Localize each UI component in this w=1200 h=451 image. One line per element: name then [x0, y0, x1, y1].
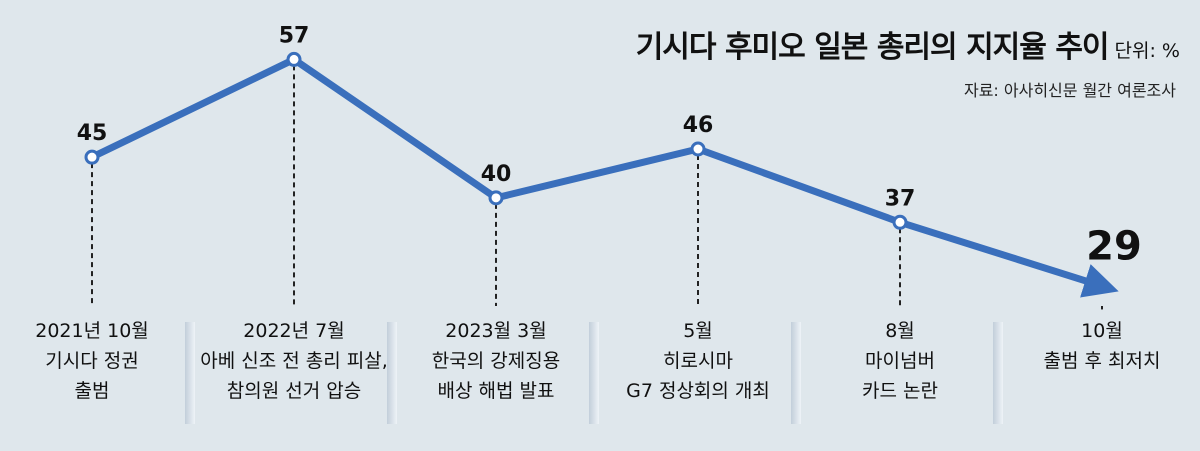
column-divider — [993, 322, 1003, 424]
category-label-line: 2022년 7월 — [243, 320, 345, 342]
value-label: 40 — [481, 162, 512, 187]
data-point — [84, 149, 100, 165]
category-label-line: 2021년 10월 — [35, 320, 149, 342]
category-label-line: 참의원 선거 압승 — [226, 380, 362, 402]
category-label-line: 2023월 3월 — [445, 320, 547, 342]
value-label: 45 — [77, 121, 108, 146]
column-divider — [185, 322, 195, 424]
chart-title: 기시다 후미오 일본 총리의 지지율 추이 단위: % — [636, 22, 1180, 66]
source-note: 자료: 아사히신문 월간 여론조사 — [963, 81, 1176, 100]
data-point — [488, 190, 504, 206]
data-point — [286, 51, 302, 67]
category-label-line: 출범 — [74, 380, 110, 402]
column-divider — [589, 322, 599, 424]
category-label-line: 아베 신조 전 총리 피살, — [200, 350, 388, 372]
category-label-line: 한국의 강제징용 — [431, 350, 561, 372]
column-divider — [791, 322, 801, 424]
value-label: 57 — [279, 23, 310, 48]
value-label: 37 — [885, 186, 916, 211]
category-label-line: 배상 해법 발표 — [437, 380, 555, 402]
value-label: 46 — [683, 113, 714, 138]
value-label: 29 — [1086, 223, 1142, 269]
unit-label: 단위: % — [1114, 40, 1180, 62]
category-label-line: 출범 후 최저치 — [1043, 350, 1161, 372]
trend-arrow — [898, 218, 1119, 298]
category-label-line: G7 정상회의 개최 — [626, 380, 770, 402]
data-point — [690, 141, 706, 157]
category-label-line: 기시다 정권 — [45, 350, 139, 372]
chart-title-text: 기시다 후미오 일본 총리의 지지율 추이 — [635, 30, 1110, 65]
data-point — [892, 214, 908, 230]
column-divider — [387, 322, 397, 424]
category-label-line: 10월 — [1081, 320, 1123, 342]
category-label-line: 마이넘버 — [865, 350, 935, 372]
category-label-line: 8월 — [885, 320, 915, 342]
category-label-line: 히로시마 — [663, 350, 733, 372]
category-label-line: 5월 — [683, 320, 713, 342]
category-label-line: 카드 논란 — [862, 380, 938, 402]
